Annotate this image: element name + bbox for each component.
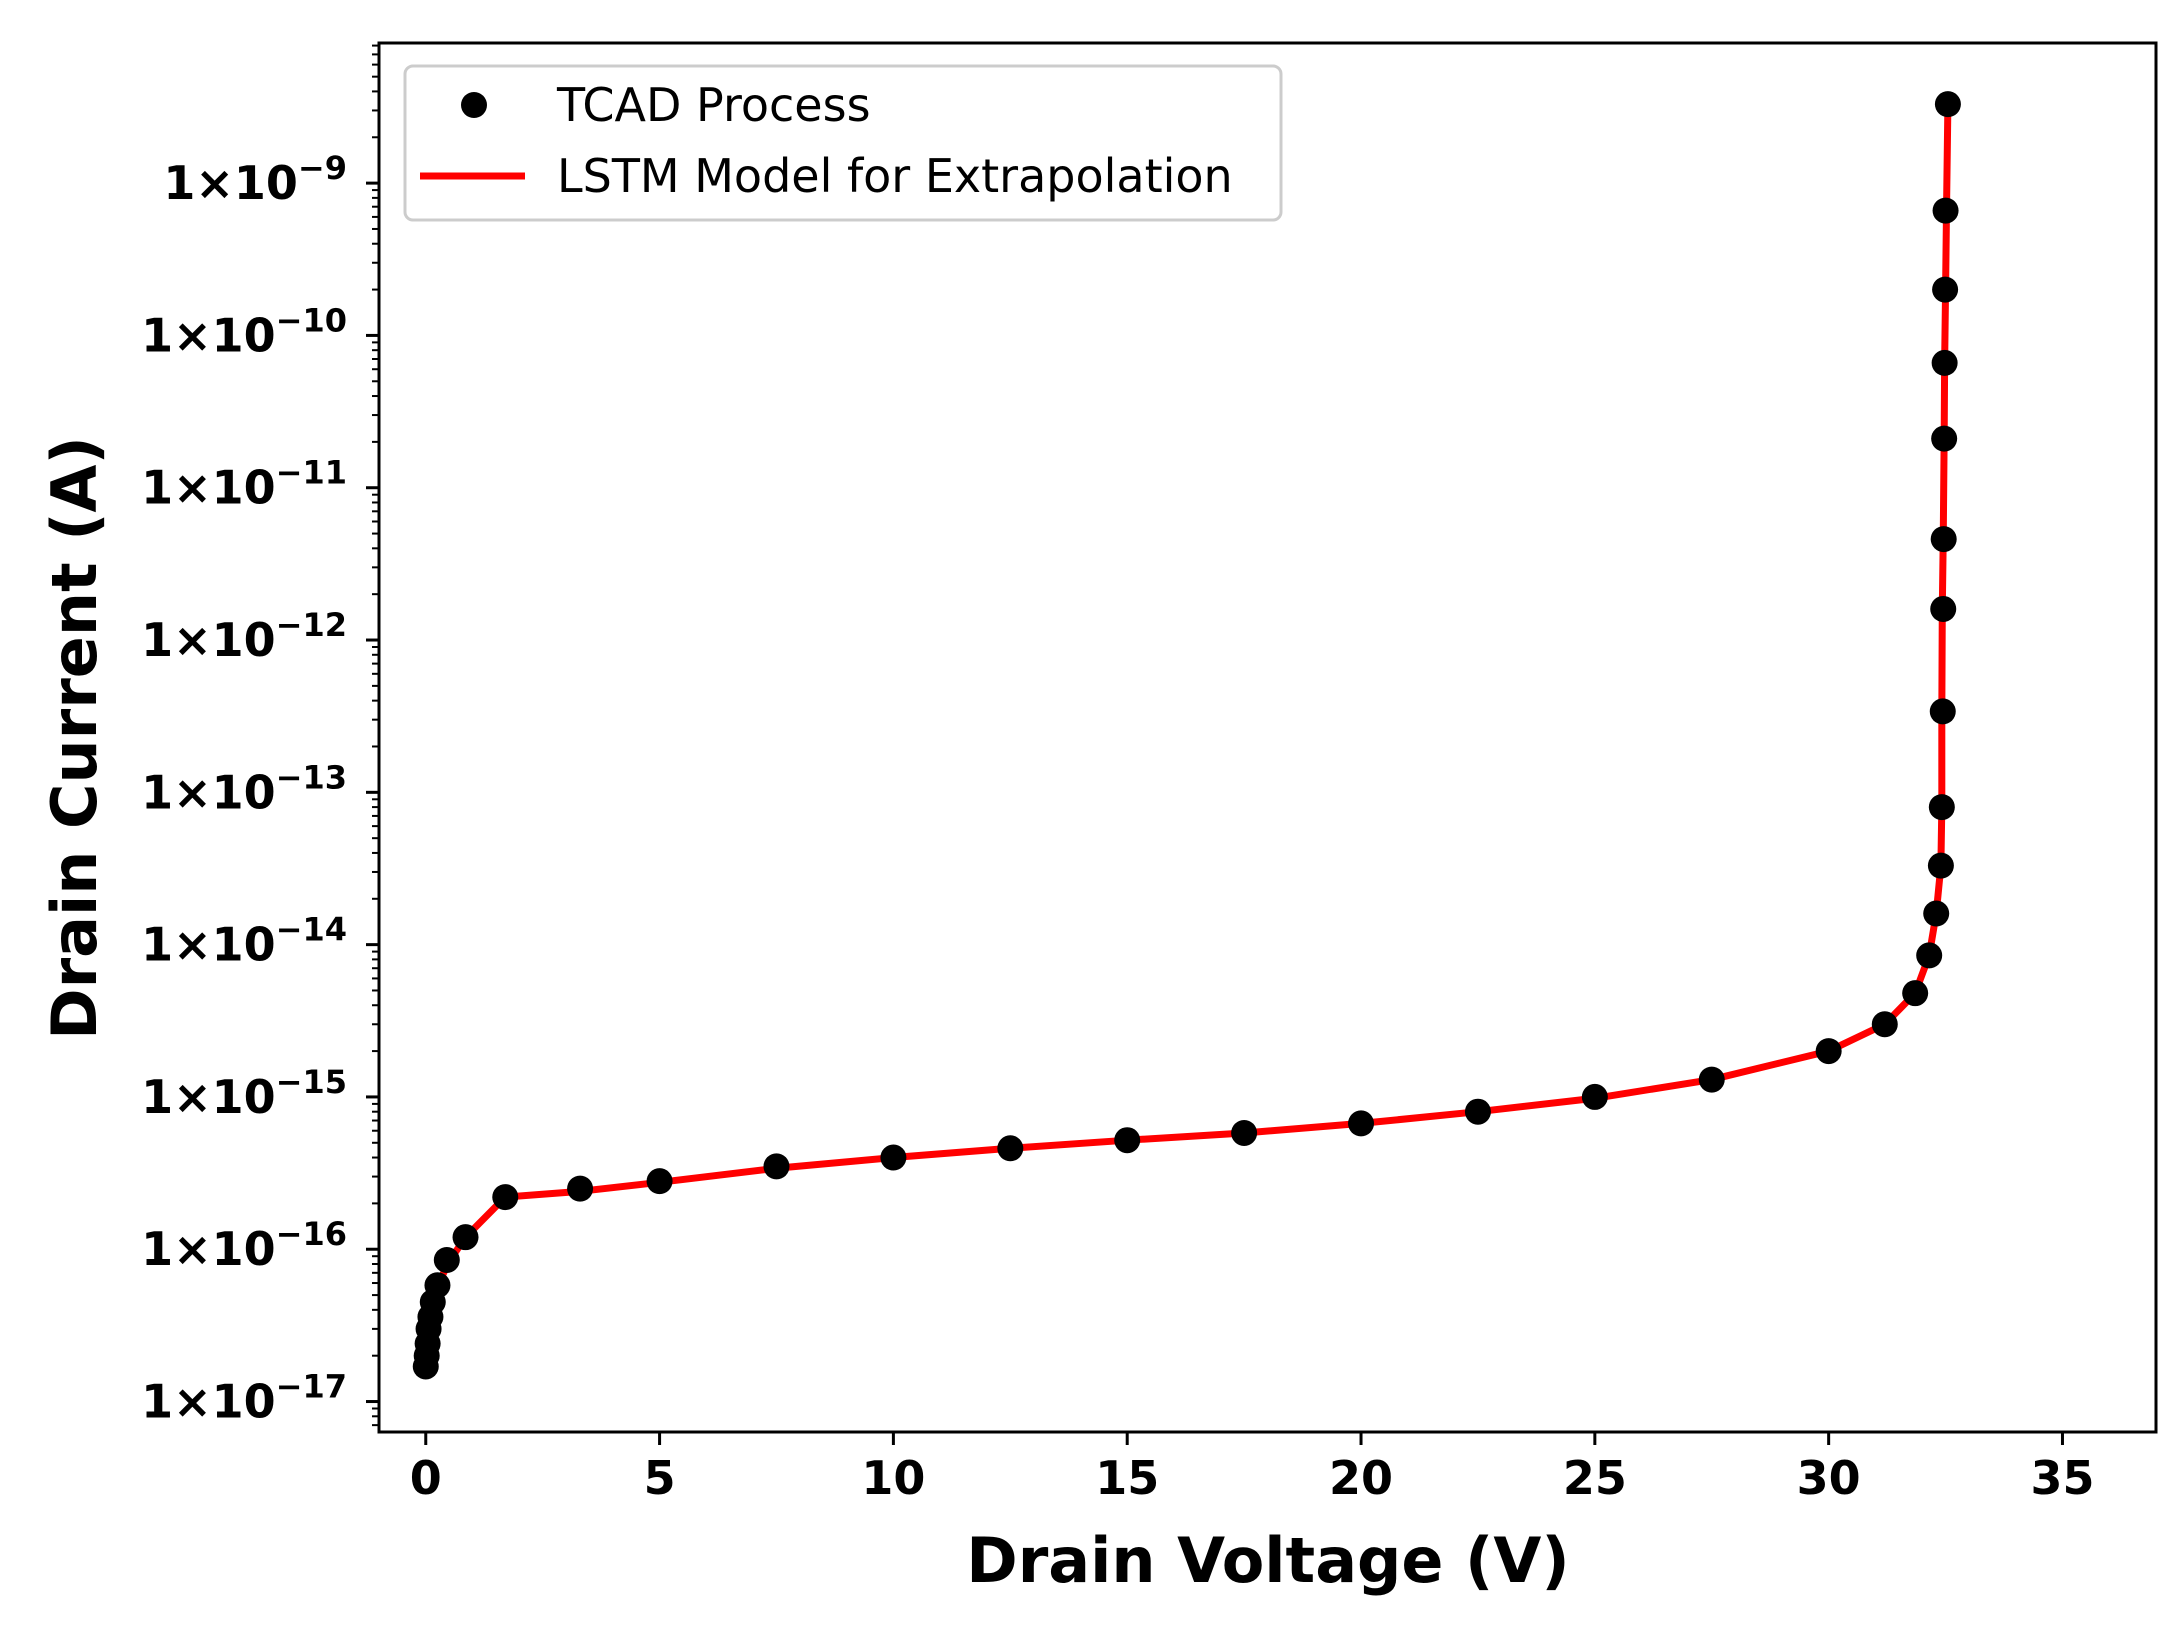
tcad-point <box>1928 794 1955 821</box>
tcad-point <box>433 1246 460 1273</box>
tcad-point <box>1929 698 1956 725</box>
y-axis-title: Drain Current (A) <box>38 436 111 1040</box>
x-tick-label: 0 <box>410 1451 442 1505</box>
tcad-point <box>1871 1011 1898 1038</box>
y-tick-label: 1×10−11 <box>141 454 347 515</box>
tcad-point <box>424 1272 451 1299</box>
tcad-point <box>1932 276 1959 303</box>
legend-label-tcad: TCAD Process <box>556 78 871 132</box>
tcad-point <box>1931 349 1958 376</box>
x-tick-label: 20 <box>1329 1451 1393 1505</box>
tcad-point <box>1934 91 1961 118</box>
tcad-point <box>646 1168 673 1195</box>
y-tick-label: 1×10−12 <box>141 606 347 667</box>
y-tick-label: 1×10−13 <box>141 758 347 819</box>
lstm-series <box>422 100 1952 1370</box>
legend-label-lstm: LSTM Model for Extrapolation <box>557 149 1233 203</box>
tcad-point <box>1930 595 1957 622</box>
y-tick-label: 1×10−14 <box>141 911 347 972</box>
tcad-point <box>1815 1038 1842 1065</box>
y-tick-label: 1×10−10 <box>141 301 347 362</box>
y-axis-minor-ticks <box>372 44 379 1427</box>
x-tick-label: 25 <box>1563 1451 1627 1505</box>
x-tick-label: 35 <box>2030 1451 2094 1505</box>
y-axis-ticks: 1×10−17 1×10−16 1×10−15 1×10−14 1×10−13 1×10−… <box>141 149 379 1429</box>
tcad-point <box>492 1184 519 1211</box>
tcad-point <box>1932 197 1959 224</box>
x-tick-label: 30 <box>1797 1451 1861 1505</box>
tcad-point <box>1916 942 1943 969</box>
tcad-point <box>1581 1083 1608 1110</box>
tcad-point <box>1348 1110 1375 1137</box>
x-tick-label: 5 <box>644 1451 676 1505</box>
tcad-point <box>1931 425 1958 452</box>
legend-box <box>403 64 1283 222</box>
tcad-point <box>1464 1098 1491 1125</box>
x-tick-label: 15 <box>1095 1451 1159 1505</box>
plot-area-border <box>377 41 2158 1434</box>
tcad-point <box>1114 1127 1141 1154</box>
tcad-point <box>1698 1066 1725 1093</box>
tcad-point <box>567 1175 594 1202</box>
legend: TCAD Process LSTM Model for Extrapolatio… <box>403 64 1283 222</box>
y-tick-label: 1×10−16 <box>141 1215 347 1276</box>
x-tick-label: 10 <box>861 1451 925 1505</box>
tcad-point <box>763 1153 790 1180</box>
y-tick-label: 1×10−17 <box>141 1368 347 1429</box>
tcad-point <box>452 1224 479 1251</box>
y-tick-label: 1×10−15 <box>141 1063 347 1124</box>
tcad-point <box>997 1135 1024 1162</box>
tcad-point <box>1902 980 1929 1007</box>
tcad-point <box>1923 900 1950 927</box>
x-axis-ticks: 0 5 10 15 20 25 30 35 <box>410 1432 2094 1505</box>
tcad-point <box>1930 526 1957 553</box>
tcad-point <box>1231 1119 1258 1146</box>
lstm-line <box>422 100 1952 1370</box>
tcad-series <box>412 91 1961 1380</box>
y-tick-label: 1×10−9 <box>163 149 347 210</box>
tcad-point <box>880 1144 907 1171</box>
x-axis-title: Drain Voltage (V) <box>966 1524 1569 1597</box>
tcad-point <box>1927 852 1954 879</box>
legend-marker-tcad <box>461 92 487 118</box>
plot-frame <box>377 41 2158 1434</box>
